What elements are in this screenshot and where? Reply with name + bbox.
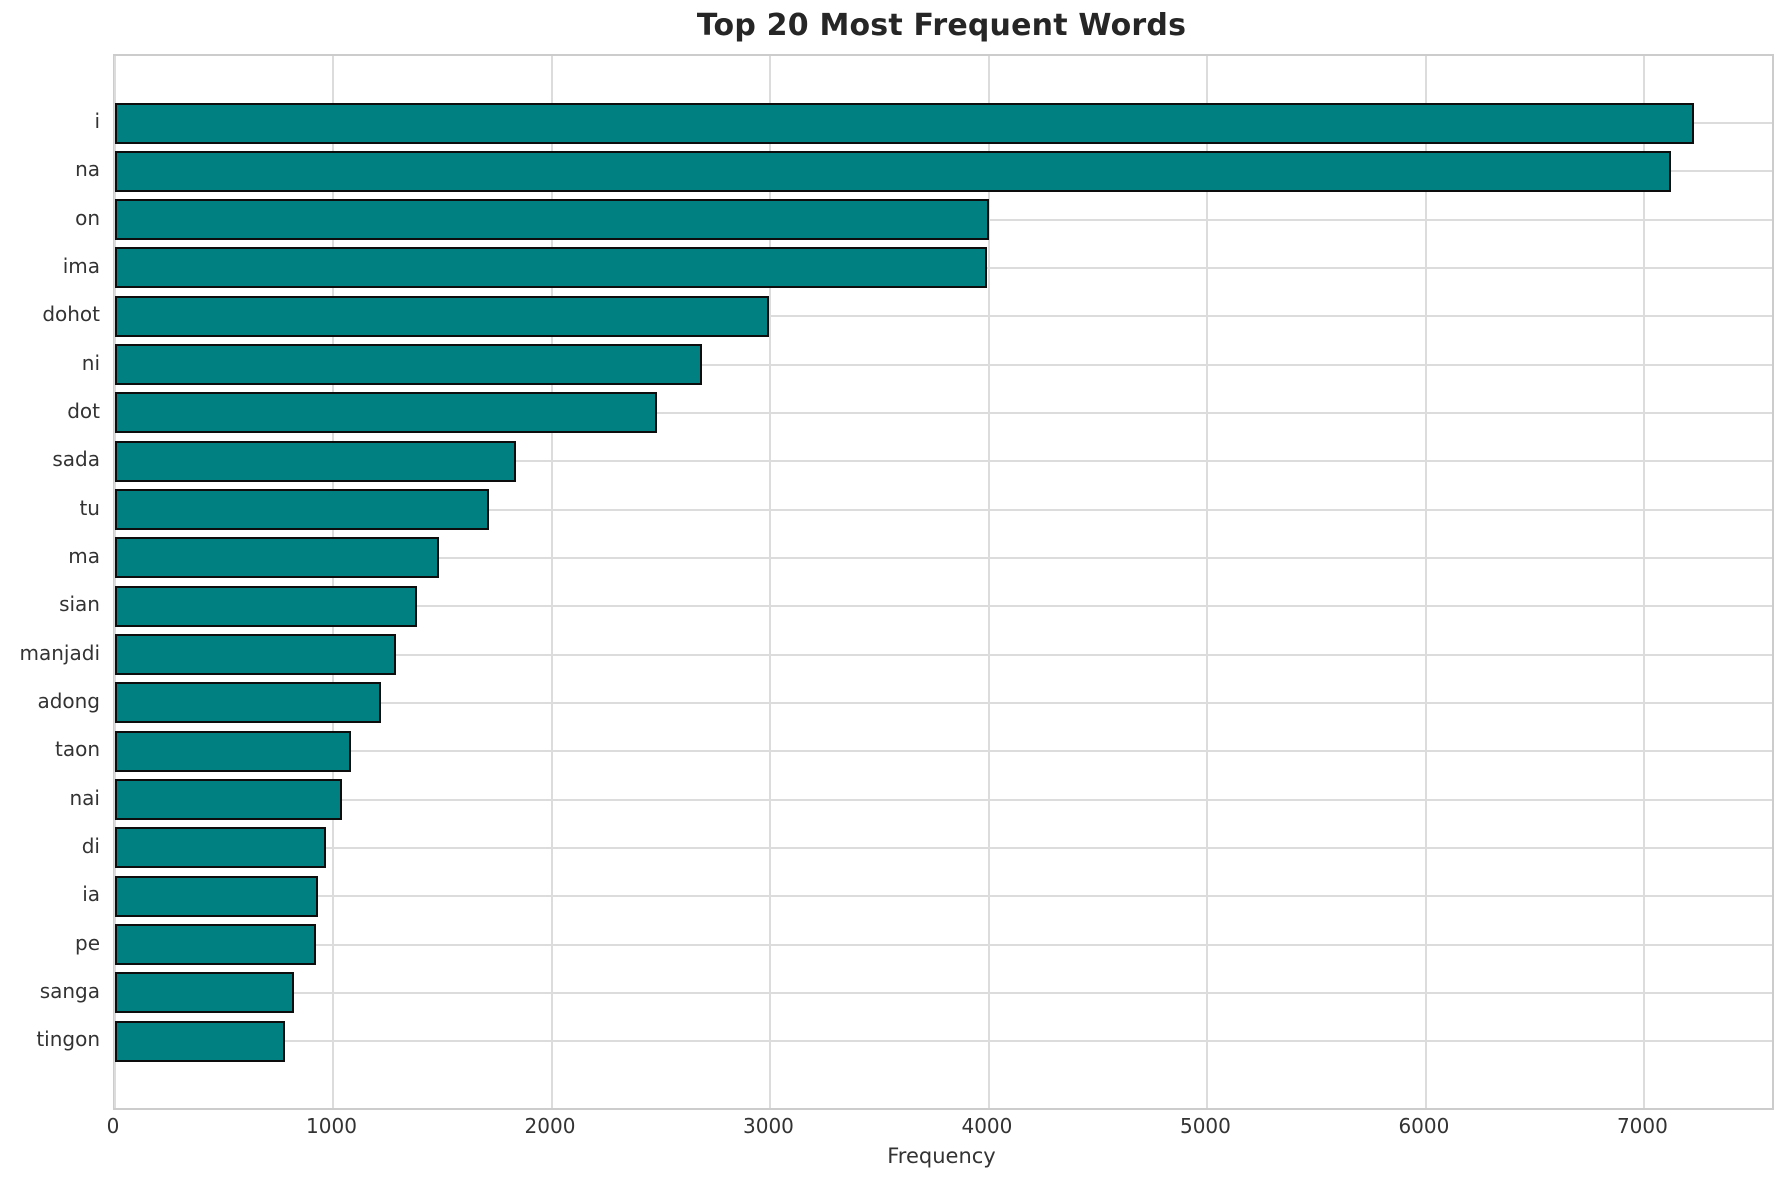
- bar-on: [115, 199, 989, 241]
- gridline-horizontal: [115, 508, 1772, 511]
- bar-ni: [115, 344, 702, 386]
- y-tick-label: na: [75, 157, 100, 182]
- bar-dot: [115, 392, 657, 434]
- x-tick-label: 2000: [524, 1114, 576, 1138]
- gridline-horizontal: [115, 701, 1772, 704]
- gridline-horizontal: [115, 363, 1772, 366]
- gridline-vertical: [332, 56, 335, 1108]
- gridline-vertical: [1424, 56, 1427, 1108]
- y-tick-label: i: [94, 109, 100, 133]
- gridline-horizontal: [115, 846, 1772, 849]
- y-tick-label: adong: [37, 688, 100, 713]
- gridline-horizontal: [115, 991, 1772, 994]
- gridline-horizontal: [115, 798, 1772, 801]
- bar-tingon: [115, 1020, 285, 1062]
- y-tick-label: tu: [79, 495, 100, 520]
- bar-dohot: [115, 295, 770, 337]
- bar-nai: [115, 779, 343, 821]
- bar-adong: [115, 682, 381, 724]
- x-tick-label: 6000: [1398, 1114, 1450, 1138]
- bar-i: [115, 102, 1694, 144]
- gridline-horizontal: [115, 943, 1772, 946]
- gridline-vertical: [1206, 56, 1209, 1108]
- y-tick-label: nai: [69, 785, 101, 810]
- chart-title: Top 20 Most Frequent Words: [696, 8, 1187, 43]
- gridline-vertical: [114, 56, 116, 1108]
- gridline-horizontal: [115, 315, 1772, 318]
- y-tick-label: dot: [67, 398, 100, 423]
- y-tick-label: taon: [54, 737, 100, 762]
- y-tick-label: on: [75, 205, 100, 230]
- x-tick-label: 1000: [306, 1114, 357, 1138]
- gridline-vertical: [550, 56, 553, 1108]
- x-tick-label: 4000: [961, 1114, 1013, 1138]
- bar-di: [115, 827, 327, 869]
- bar-ma: [115, 537, 440, 579]
- gridline-horizontal: [115, 460, 1772, 463]
- x-tick-label: 3000: [743, 1114, 794, 1138]
- x-tick-label: 5000: [1179, 1114, 1231, 1138]
- bar-pe: [115, 924, 316, 966]
- bar-sada: [115, 440, 516, 482]
- bar-sian: [115, 585, 417, 627]
- bar-taon: [115, 730, 351, 772]
- gridline-horizontal: [115, 653, 1772, 656]
- gridline-horizontal: [115, 605, 1772, 608]
- y-tick-label: sian: [59, 592, 100, 617]
- y-tick-label: manjadi: [19, 640, 100, 665]
- gridline-vertical: [1643, 56, 1646, 1108]
- y-tick-label: ni: [81, 350, 100, 375]
- gridline-horizontal: [115, 750, 1772, 753]
- y-tick-label: ia: [82, 882, 100, 907]
- y-tick-label: sada: [52, 447, 100, 472]
- x-tick-label: 7000: [1616, 1114, 1668, 1138]
- gridline-vertical: [987, 56, 990, 1108]
- y-tick-label: dohot: [42, 302, 100, 327]
- bar-na: [115, 150, 1671, 192]
- bar-sanga: [115, 972, 294, 1014]
- y-tick-label: ima: [62, 253, 100, 278]
- y-tick-label: di: [81, 833, 100, 858]
- gridline-horizontal: [115, 556, 1772, 559]
- bar-ima: [115, 247, 987, 289]
- bar-tu: [115, 489, 490, 531]
- plot-area: [113, 54, 1774, 1110]
- y-tick-label: sanga: [39, 978, 100, 1003]
- y-tick-label: ma: [68, 543, 100, 568]
- gridline-vertical: [769, 56, 772, 1108]
- bar-manjadi: [115, 634, 396, 676]
- x-axis-label: Frequency: [887, 1144, 996, 1168]
- bar-ia: [115, 875, 318, 917]
- gridline-horizontal: [115, 1040, 1772, 1043]
- gridline-horizontal: [115, 411, 1772, 414]
- y-tick-label: tingon: [36, 1027, 100, 1052]
- gridline-horizontal: [115, 895, 1772, 898]
- y-tick-label: pe: [75, 930, 100, 955]
- x-tick-label: 0: [106, 1114, 120, 1138]
